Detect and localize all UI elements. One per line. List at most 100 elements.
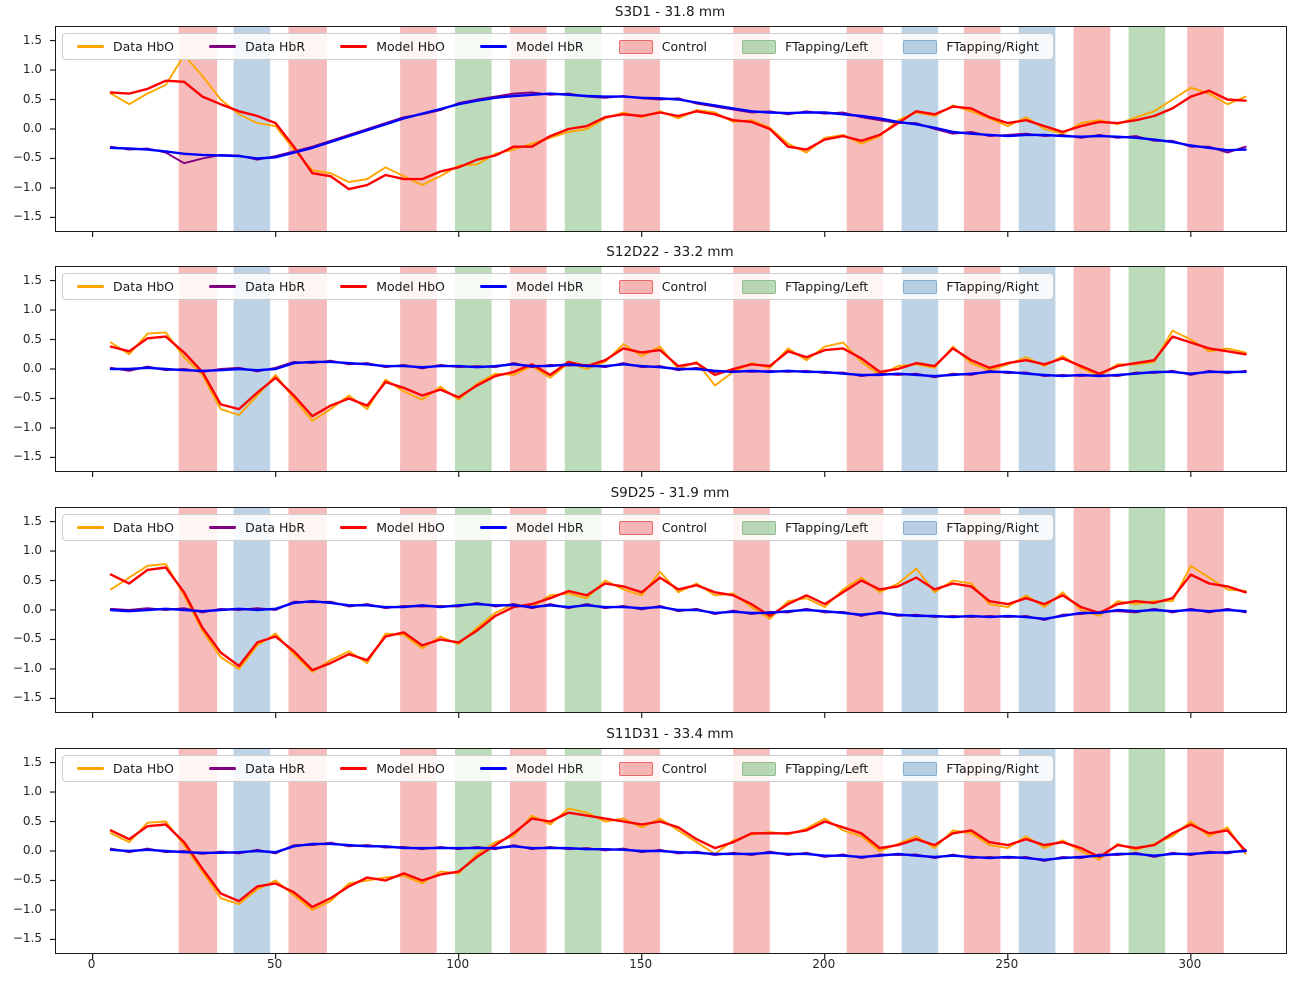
model-hbr-swatch xyxy=(480,45,508,48)
legend-item-data-hbo: Data HbO xyxy=(77,520,174,535)
legend-item-data-hbo: Data HbO xyxy=(77,39,174,54)
legend-label: FTapping/Left xyxy=(785,39,869,54)
condition-band-control xyxy=(509,749,547,953)
condition-band-control xyxy=(400,749,437,953)
condition-band-ftapping-right xyxy=(901,749,939,953)
plot-area: Data HbO Data HbR Model HbO Model HbR Contro… xyxy=(50,748,1287,959)
model-hbo-swatch xyxy=(340,526,368,529)
condition-band-control xyxy=(1073,27,1111,231)
data-hbr-swatch xyxy=(209,526,237,529)
y-tick-label: −1.0 xyxy=(12,901,42,916)
legend-label: FTapping/Left xyxy=(785,279,869,294)
condition-band-control xyxy=(288,267,327,471)
y-tick-label: 1.0 xyxy=(22,62,42,77)
condition-band-control xyxy=(846,27,884,231)
x-tick-label: 50 xyxy=(267,957,283,971)
ftapping-right-swatch xyxy=(903,279,938,294)
subplot-title: S11D31 - 33.4 mm xyxy=(606,726,734,742)
x-tick-label: 200 xyxy=(812,957,836,971)
condition-band-ftapping-left xyxy=(564,749,602,953)
legend-label: Model HbR xyxy=(516,520,584,535)
y-tick-label: −0.5 xyxy=(12,150,42,165)
condition-band-control xyxy=(846,749,884,953)
legend-item-model-hbo: Model HbO xyxy=(340,761,445,776)
condition-band-control xyxy=(288,508,327,712)
ftapping-left-swatch xyxy=(742,520,777,535)
legend-label: Data HbR xyxy=(245,39,306,54)
legend-label: FTapping/Right xyxy=(946,761,1039,776)
ftapping-right-swatch xyxy=(903,39,938,54)
plot-area-svg xyxy=(50,749,1247,959)
legend-label: Data HbO xyxy=(113,761,174,776)
condition-band-control xyxy=(1073,267,1111,471)
y-tick-label: −1.5 xyxy=(12,449,42,464)
series-model-hbr xyxy=(109,92,1247,160)
series-model-hbo xyxy=(109,566,1247,672)
legend-label: Control xyxy=(661,279,707,294)
legend-label: Model HbR xyxy=(516,39,584,54)
legend-label: Control xyxy=(661,39,707,54)
y-tick-label: −1.0 xyxy=(12,179,42,194)
legend-label: Model HbR xyxy=(516,761,584,776)
condition-band-control xyxy=(288,749,327,953)
model-hbo-swatch xyxy=(340,285,368,288)
condition-band-control xyxy=(733,27,770,231)
legend-label: Data HbO xyxy=(113,39,174,54)
plot-area-svg xyxy=(50,508,1247,718)
x-tick-label: 0 xyxy=(87,957,96,971)
y-tick-label: −1.0 xyxy=(12,660,42,675)
legend: Data HbO Data HbR Model HbO Model HbR Contro… xyxy=(62,33,1054,60)
condition-band-ftapping-left xyxy=(1128,749,1166,953)
y-tick-label: −1.5 xyxy=(12,690,42,705)
legend-label: Model HbO xyxy=(376,761,445,776)
series-model-hbo xyxy=(109,811,1247,909)
y-tick-label: 1.0 xyxy=(22,543,42,558)
legend-label: FTapping/Right xyxy=(946,520,1039,535)
y-tick-label: 0.0 xyxy=(22,121,42,135)
y-tick-label: 0.0 xyxy=(22,602,42,616)
ftapping-right-swatch xyxy=(903,761,938,776)
condition-band-control xyxy=(509,508,547,712)
series-model-hbo xyxy=(109,79,1247,191)
y-tick-label: 0.5 xyxy=(22,572,42,587)
condition-band-control xyxy=(400,27,437,231)
condition-band-control xyxy=(963,508,1001,712)
legend-item-model-hbo: Model HbO xyxy=(340,39,445,54)
data-hbr-swatch xyxy=(209,285,237,288)
subplot-title: S12D22 - 33.2 mm xyxy=(606,244,734,260)
condition-band-control xyxy=(288,27,327,231)
legend-label: Data HbO xyxy=(113,520,174,535)
legend-label: Model HbR xyxy=(516,279,584,294)
data-hbo-swatch xyxy=(77,45,104,48)
condition-band-control xyxy=(178,27,218,231)
legend-label: Model HbO xyxy=(376,520,445,535)
legend-label: FTapping/Right xyxy=(946,279,1039,294)
legend-label: Control xyxy=(661,761,707,776)
y-tick-label: 1.5 xyxy=(22,513,42,528)
subplot-s3d1: S3D1 - 31.8 mm Data HbO Data HbR Model HbO… xyxy=(0,4,1303,237)
condition-band-ftapping-right xyxy=(1018,508,1056,712)
y-tick-label: 0.0 xyxy=(22,361,42,375)
y-tick-label: 1.5 xyxy=(22,32,42,47)
model-hbo-swatch xyxy=(340,767,368,770)
x-tick-label: 150 xyxy=(629,957,653,971)
legend-item-data-hbr: Data HbR xyxy=(209,39,305,54)
y-tick-label: −0.5 xyxy=(12,872,42,887)
x-axis-tick-labels: 0 50 100 150 200 250 300 xyxy=(55,957,1285,977)
condition-band-ftapping-left xyxy=(564,508,602,712)
subplot-title: S3D1 - 31.8 mm xyxy=(614,4,726,20)
condition-band-control xyxy=(1187,27,1224,231)
y-tick-label: 0.5 xyxy=(22,331,42,346)
control-swatch xyxy=(618,39,653,54)
y-tick-label: −1.0 xyxy=(12,419,42,434)
model-hbo-swatch xyxy=(340,45,368,48)
ftapping-left-swatch xyxy=(742,761,777,776)
legend-item-data-hbo: Data HbO xyxy=(77,279,174,294)
plot-area-svg xyxy=(50,267,1247,477)
y-tick-label: 0.0 xyxy=(22,843,42,857)
condition-band-control xyxy=(963,749,1001,953)
control-swatch xyxy=(618,279,653,294)
series-model-hbr xyxy=(109,360,1247,378)
x-tick-label: 250 xyxy=(995,957,1019,971)
legend: Data HbO Data HbR Model HbO Model HbR Contro… xyxy=(62,273,1054,300)
